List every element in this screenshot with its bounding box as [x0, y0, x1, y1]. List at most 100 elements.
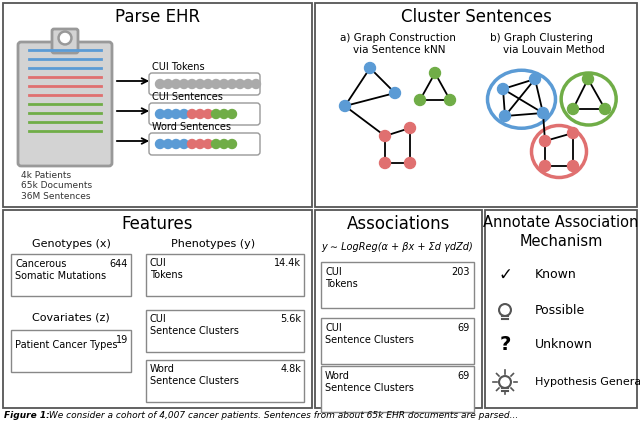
- Circle shape: [179, 109, 189, 119]
- Circle shape: [538, 108, 548, 119]
- Text: 644: 644: [109, 259, 128, 269]
- Circle shape: [172, 79, 180, 89]
- Text: Figure 1:: Figure 1:: [4, 411, 50, 419]
- Circle shape: [188, 140, 196, 149]
- Text: Phenotypes (y): Phenotypes (y): [171, 239, 255, 249]
- Text: Known: Known: [535, 268, 577, 281]
- Circle shape: [429, 68, 440, 78]
- Circle shape: [497, 84, 509, 95]
- FancyBboxPatch shape: [146, 254, 304, 296]
- FancyBboxPatch shape: [52, 29, 78, 53]
- FancyBboxPatch shape: [149, 103, 260, 125]
- Circle shape: [220, 140, 228, 149]
- Text: CUI Tokens: CUI Tokens: [152, 62, 205, 72]
- Text: CUI
Tokens: CUI Tokens: [325, 267, 358, 289]
- Text: CUI
Tokens: CUI Tokens: [150, 258, 183, 280]
- Circle shape: [415, 95, 426, 106]
- Circle shape: [540, 160, 550, 171]
- Circle shape: [540, 135, 550, 146]
- Circle shape: [188, 109, 196, 119]
- Text: Features: Features: [122, 215, 193, 233]
- Text: 19: 19: [116, 335, 128, 345]
- Text: Word Sentences: Word Sentences: [152, 122, 231, 132]
- Circle shape: [568, 127, 579, 138]
- Circle shape: [179, 140, 189, 149]
- Text: CUI Sentences: CUI Sentences: [152, 92, 223, 102]
- Circle shape: [211, 140, 221, 149]
- FancyBboxPatch shape: [321, 318, 474, 364]
- Text: Associations: Associations: [347, 215, 450, 233]
- Circle shape: [390, 87, 401, 98]
- Circle shape: [204, 109, 212, 119]
- Text: Word
Sentence Clusters: Word Sentence Clusters: [150, 364, 239, 386]
- FancyBboxPatch shape: [149, 133, 260, 155]
- Text: 203: 203: [451, 267, 470, 277]
- FancyBboxPatch shape: [146, 360, 304, 402]
- Text: a) Graph Construction
    via Sentence kNN: a) Graph Construction via Sentence kNN: [340, 33, 456, 54]
- Circle shape: [163, 140, 173, 149]
- Circle shape: [404, 122, 415, 133]
- Circle shape: [204, 79, 212, 89]
- Circle shape: [156, 79, 164, 89]
- Text: ?: ?: [499, 335, 511, 354]
- Circle shape: [156, 109, 164, 119]
- FancyBboxPatch shape: [321, 366, 474, 412]
- Circle shape: [163, 79, 173, 89]
- Circle shape: [380, 157, 390, 168]
- FancyBboxPatch shape: [11, 330, 131, 372]
- Text: 5.6k: 5.6k: [280, 314, 301, 324]
- Text: 69: 69: [458, 371, 470, 381]
- Circle shape: [252, 79, 260, 89]
- Circle shape: [195, 140, 205, 149]
- Text: Patient Cancer Types: Patient Cancer Types: [15, 340, 118, 350]
- Circle shape: [499, 111, 511, 122]
- Text: Possible: Possible: [535, 303, 585, 316]
- Circle shape: [61, 33, 70, 43]
- Text: Parse EHR: Parse EHR: [115, 8, 200, 26]
- Text: Cancerous
Somatic Mutations: Cancerous Somatic Mutations: [15, 259, 106, 281]
- Circle shape: [156, 140, 164, 149]
- FancyBboxPatch shape: [3, 3, 312, 207]
- FancyBboxPatch shape: [485, 210, 637, 408]
- Text: y ∼ LogReg(α + βx + Σd γdZd): y ∼ LogReg(α + βx + Σd γdZd): [321, 242, 473, 252]
- Text: b) Graph Clustering
    via Louvain Method: b) Graph Clustering via Louvain Method: [490, 33, 605, 54]
- Text: Word
Sentence Clusters: Word Sentence Clusters: [325, 371, 414, 392]
- Text: We consider a cohort of 4,007 cancer patients. Sentences from about 65k EHR docu: We consider a cohort of 4,007 cancer pat…: [46, 411, 518, 419]
- Circle shape: [568, 160, 579, 171]
- Circle shape: [499, 376, 511, 388]
- Circle shape: [499, 304, 511, 316]
- FancyBboxPatch shape: [321, 262, 474, 308]
- Text: Genotypes (x): Genotypes (x): [31, 239, 111, 249]
- Text: CUI
Sentence Clusters: CUI Sentence Clusters: [325, 323, 414, 345]
- Circle shape: [172, 140, 180, 149]
- Circle shape: [404, 157, 415, 168]
- Circle shape: [58, 31, 72, 45]
- FancyBboxPatch shape: [315, 210, 482, 408]
- Circle shape: [227, 109, 237, 119]
- Circle shape: [211, 109, 221, 119]
- Circle shape: [236, 79, 244, 89]
- Circle shape: [220, 79, 228, 89]
- Circle shape: [172, 109, 180, 119]
- FancyBboxPatch shape: [315, 3, 637, 207]
- FancyBboxPatch shape: [11, 254, 131, 296]
- FancyBboxPatch shape: [146, 310, 304, 352]
- Circle shape: [195, 109, 205, 119]
- Circle shape: [163, 109, 173, 119]
- Text: 69: 69: [458, 323, 470, 333]
- FancyBboxPatch shape: [18, 42, 112, 166]
- Circle shape: [600, 103, 611, 114]
- Circle shape: [339, 100, 351, 111]
- Circle shape: [204, 140, 212, 149]
- Text: Cluster Sentences: Cluster Sentences: [401, 8, 552, 26]
- Circle shape: [243, 79, 253, 89]
- Text: 4.8k: 4.8k: [280, 364, 301, 374]
- FancyBboxPatch shape: [149, 73, 260, 95]
- Text: Annotate Association
Mechanism: Annotate Association Mechanism: [483, 215, 639, 249]
- FancyBboxPatch shape: [3, 210, 312, 408]
- Circle shape: [227, 140, 237, 149]
- Text: ✓: ✓: [498, 266, 512, 284]
- Text: Hypothesis Generation: Hypothesis Generation: [535, 377, 640, 387]
- Circle shape: [211, 79, 221, 89]
- Text: 4k Patients
65k Documents
36M Sentences: 4k Patients 65k Documents 36M Sentences: [21, 171, 92, 201]
